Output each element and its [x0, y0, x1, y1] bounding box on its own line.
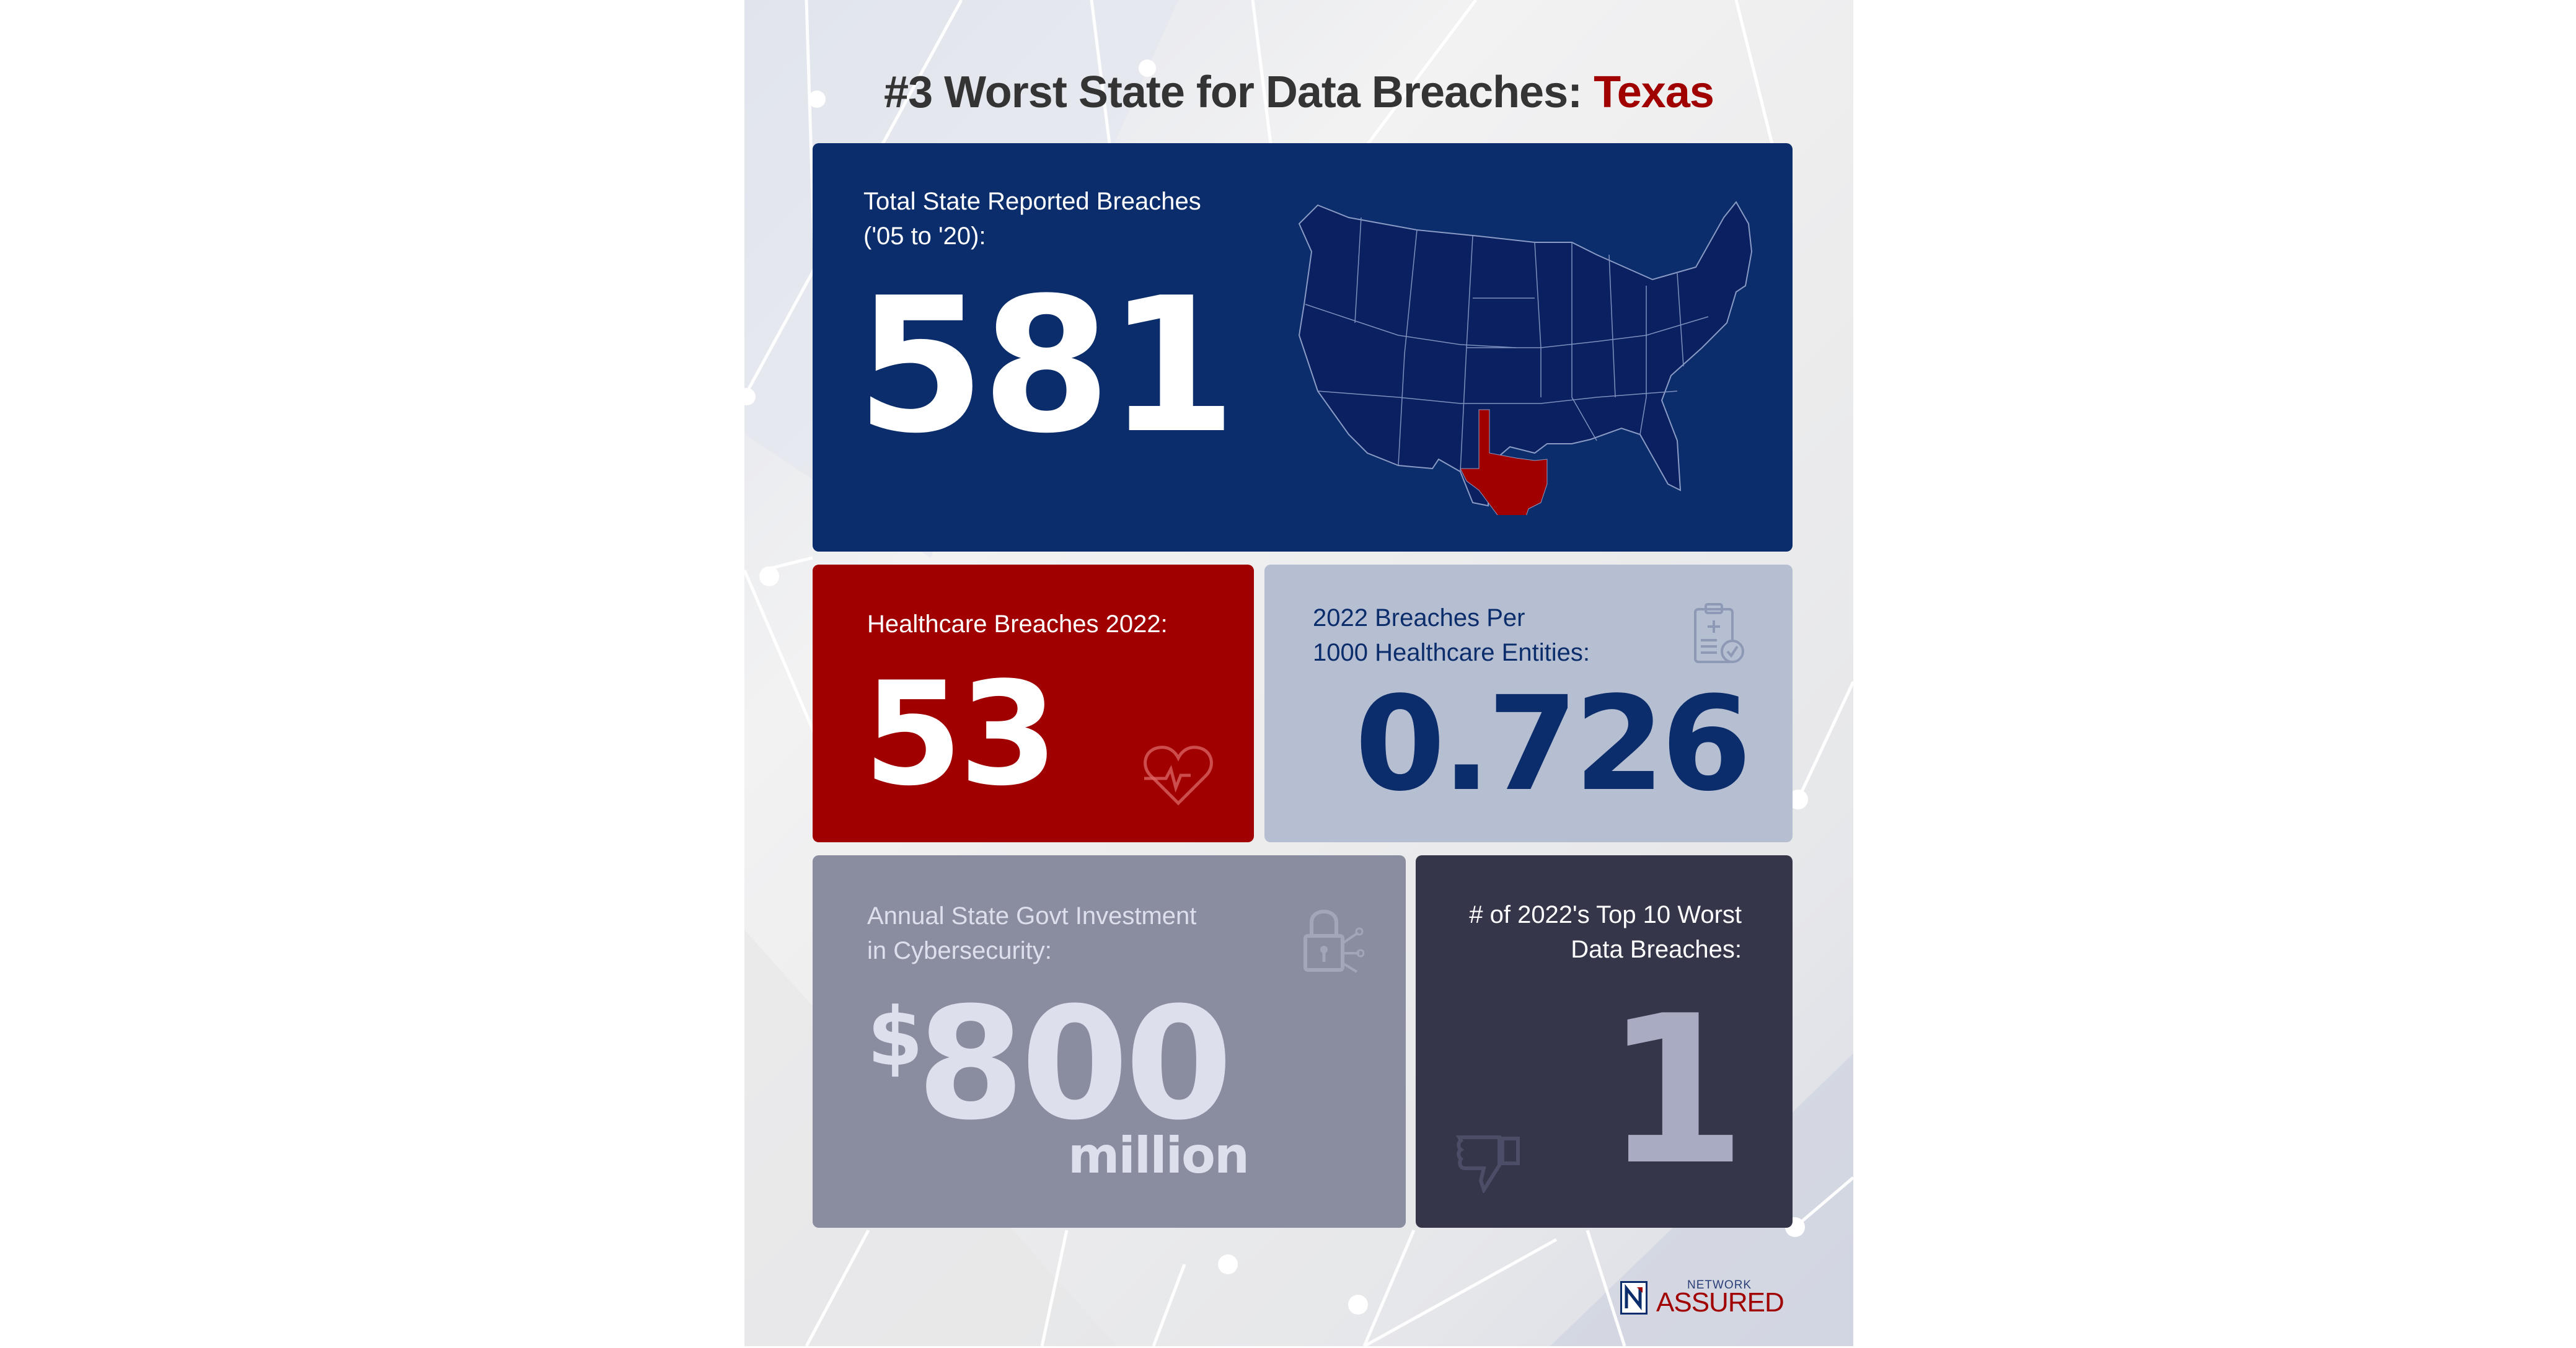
heart-pulse-icon — [1144, 746, 1213, 806]
label-line-1: 2022 Breaches Per — [1313, 604, 1525, 632]
us-map-icon — [1298, 201, 1753, 515]
cyber-investment-unit: million — [1068, 1127, 1250, 1184]
cyber-investment-panel: Annual State Govt Investment in Cybersec… — [813, 855, 1406, 1228]
logo-top-text: NETWORK — [1687, 1279, 1752, 1292]
top10-worst-label: # of 2022's Top 10 Worst Data Breaches: — [1469, 897, 1742, 967]
page-title: #3 Worst State for Data Breaches: Texas — [744, 67, 1853, 118]
clipboard-check-icon — [1694, 603, 1744, 663]
infographic: #3 Worst State for Data Breaches: Texas … — [744, 0, 1853, 1346]
label-line-2: 1000 Healthcare Entities: — [1313, 639, 1590, 666]
lock-circuit-icon — [1303, 909, 1364, 973]
healthcare-breaches-label: Healthcare Breaches 2022: — [867, 610, 1168, 638]
logo-bottom-text: ASSURED — [1656, 1287, 1784, 1318]
label-line-2: ('05 to '20): — [863, 222, 986, 250]
thumbs-down-icon — [1456, 1135, 1520, 1193]
healthcare-breaches-value: 53 — [863, 652, 1058, 817]
total-breaches-value: 581 — [856, 258, 1237, 474]
label-line-1: Total State Reported Breaches — [863, 188, 1201, 215]
healthcare-breaches-panel: Healthcare Breaches 2022: 53 — [813, 565, 1254, 842]
currency-symbol: $ — [867, 990, 924, 1084]
title-state: Texas — [1594, 68, 1714, 117]
label-line-2: Data Breaches: — [1571, 936, 1742, 963]
total-breaches-label: Total State Reported Breaches ('05 to '2… — [863, 184, 1201, 253]
breaches-per-1000-value: 0.726 — [1354, 668, 1752, 820]
cyber-investment-label: Annual State Govt Investment in Cybersec… — [867, 899, 1196, 968]
breaches-per-1000-panel: 2022 Breaches Per 1000 Healthcare Entiti… — [1264, 565, 1793, 842]
title-prefix: #3 Worst State for Data Breaches: — [884, 68, 1594, 117]
total-breaches-panel: Total State Reported Breaches ('05 to '2… — [813, 143, 1793, 552]
breaches-per-1000-label: 2022 Breaches Per 1000 Healthcare Entiti… — [1313, 601, 1590, 670]
network-assured-logo: NETWORK ASSURED — [1620, 1279, 1806, 1318]
label-line-1: # of 2022's Top 10 Worst — [1469, 901, 1742, 928]
label-line-2: in Cybersecurity: — [867, 937, 1052, 964]
top10-worst-value: 1 — [1604, 972, 1747, 1210]
top10-worst-panel: # of 2022's Top 10 Worst Data Breaches: … — [1416, 855, 1793, 1228]
cyber-investment-value: 800 — [917, 974, 1233, 1154]
label-line-1: Annual State Govt Investment — [867, 902, 1197, 930]
logo-mark-icon — [1620, 1281, 1647, 1315]
